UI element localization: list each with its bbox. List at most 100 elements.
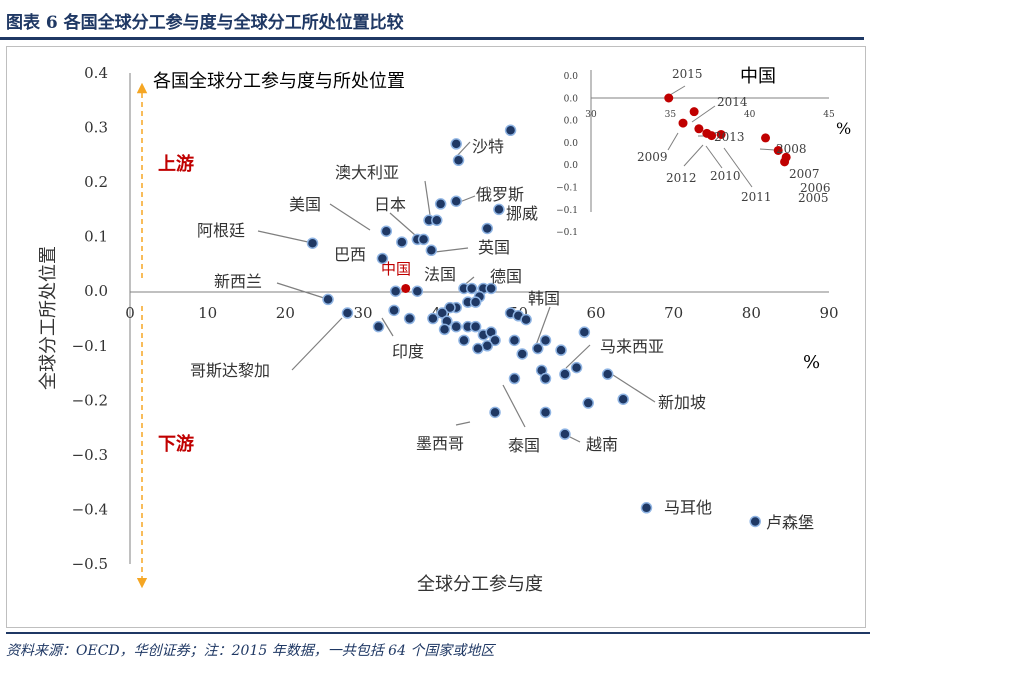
scatter-point bbox=[559, 368, 571, 380]
scatter-point bbox=[411, 285, 424, 297]
x-tick-30: 30 bbox=[353, 304, 372, 322]
label-nuowei: 挪威 bbox=[506, 204, 538, 223]
scatter-point bbox=[450, 320, 462, 333]
scatter-point bbox=[389, 285, 402, 297]
y-tick-3: 0.1 bbox=[84, 228, 108, 246]
year-2015: 2015 bbox=[672, 67, 703, 81]
scatter-point bbox=[617, 393, 629, 405]
scatter-point bbox=[434, 198, 447, 210]
x-tick-80: 80 bbox=[742, 304, 761, 322]
x-tick-60: 60 bbox=[586, 304, 605, 322]
inset-point-2011 bbox=[707, 131, 717, 141]
inset-y-tick-7: −0.1 bbox=[556, 228, 578, 238]
label-malaixiya: 马来西亚 bbox=[600, 337, 664, 356]
label-yuenan: 越南 bbox=[586, 435, 618, 454]
year-2012: 2012 bbox=[666, 171, 697, 185]
inset-x-tick-30: 30 bbox=[585, 110, 597, 120]
scatter-point bbox=[417, 233, 430, 246]
inset-point-2005 bbox=[780, 157, 790, 167]
inset-title: 中国 bbox=[740, 66, 776, 87]
year-2006: 2006 bbox=[800, 181, 831, 195]
y-tick-8: −0.4 bbox=[72, 500, 108, 518]
year-2009: 2009 bbox=[637, 150, 668, 164]
figure-title: 图表 6 各国全球分工参与度与全球分工所处位置比较 bbox=[6, 13, 404, 33]
scatter-point bbox=[396, 236, 408, 248]
scatter-point bbox=[749, 515, 761, 528]
inset-x-tick-labels: 30 35 40 45 bbox=[585, 110, 835, 120]
scatter-point bbox=[559, 428, 571, 440]
year-2007: 2007 bbox=[789, 167, 820, 181]
inset-y-tick-6: −0.1 bbox=[556, 206, 578, 216]
scatter-point bbox=[376, 252, 389, 265]
inset-y-tick-labels: 0.0 0.0 0.0 0.0 0.0 −0.1 −0.1 −0.1 bbox=[556, 72, 578, 238]
scatter-point bbox=[469, 296, 482, 308]
scatter-point bbox=[372, 320, 385, 333]
y-tick-4: 0.0 bbox=[84, 282, 108, 300]
scatter-point bbox=[469, 320, 482, 333]
label-riben: 日本 bbox=[374, 195, 406, 214]
scatter-point bbox=[516, 348, 528, 360]
label-maerta: 马耳他 bbox=[664, 498, 712, 517]
inset-leader-lines bbox=[667, 85, 776, 188]
label-hanguo: 韩国 bbox=[528, 289, 560, 308]
label-deguo: 德国 bbox=[490, 267, 522, 286]
main-percent-label: % bbox=[803, 352, 820, 373]
inset-y-tick-1: 0.0 bbox=[564, 94, 579, 104]
label-agenting: 阿根廷 bbox=[197, 221, 245, 240]
scatter-point bbox=[425, 244, 438, 257]
scatter-point bbox=[388, 304, 400, 317]
inset-chart: 30 35 40 45 0.00.00.00.00.0−0.1−0.1−0.1 中国 … bbox=[556, 66, 851, 238]
y-tick-2: 0.2 bbox=[84, 173, 108, 191]
year-2013: 2013 bbox=[714, 130, 745, 144]
scatter-point bbox=[539, 406, 552, 419]
x-tick-labels: 0102030405060708090 bbox=[125, 304, 838, 322]
inset-y-tick-3: 0.0 bbox=[564, 139, 579, 149]
scatter-point bbox=[570, 361, 583, 374]
scatter-point bbox=[578, 326, 591, 338]
label-taiguo: 泰国 bbox=[508, 436, 540, 455]
inset-y-tick-0: 0.0 bbox=[564, 72, 579, 82]
year-2005: 2005 bbox=[798, 191, 829, 205]
scatter-point bbox=[427, 312, 439, 325]
header-rule bbox=[0, 37, 864, 40]
inset-x-tick-35: 35 bbox=[665, 110, 677, 120]
year-2010: 2010 bbox=[710, 169, 741, 183]
y-tick-0: 0.4 bbox=[84, 64, 108, 82]
label-xinxilan: 新西兰 bbox=[214, 272, 262, 291]
scatter-point bbox=[458, 334, 470, 347]
scatter-points bbox=[306, 124, 761, 528]
inset-percent-label: % bbox=[836, 119, 851, 138]
scatter-point bbox=[532, 342, 544, 355]
scatter-point bbox=[489, 334, 501, 347]
y-tick-5: −0.1 bbox=[72, 337, 108, 355]
scatter-point bbox=[504, 124, 517, 137]
scatter-point bbox=[601, 368, 614, 380]
scatter-point bbox=[508, 334, 521, 347]
label-baxi: 巴西 bbox=[334, 245, 366, 264]
inset-point-2009 bbox=[678, 118, 688, 128]
inset-y-tick-5: −0.1 bbox=[556, 184, 578, 194]
scatter-point bbox=[508, 372, 521, 385]
inset-points bbox=[664, 93, 791, 167]
label-gesidalijia: 哥斯达黎加 bbox=[190, 361, 270, 380]
y-tick-9: −0.5 bbox=[72, 555, 108, 573]
header: 图表 6 各国全球分工参与度与全球分工所处位置比较 bbox=[6, 6, 870, 36]
scatter-point bbox=[481, 222, 494, 235]
leader-lines bbox=[257, 141, 656, 443]
x-axis-title: 全球分工参与度 bbox=[417, 574, 543, 595]
downstream-label: 下游 bbox=[158, 433, 194, 455]
inset-point-2015 bbox=[664, 93, 674, 103]
scatter-point bbox=[431, 214, 443, 227]
label-meiguo: 美国 bbox=[289, 195, 321, 214]
inset-point-2007 bbox=[773, 145, 783, 155]
scatter-point bbox=[520, 313, 532, 326]
label-zhongguo: 中国 bbox=[381, 260, 411, 278]
source-note: 资料来源：OECD，华创证券；注：2015 年数据，一共包括 64 个国家或地区 bbox=[6, 643, 495, 659]
label-moxige: 墨西哥 bbox=[416, 434, 464, 453]
y-tick-1: 0.3 bbox=[84, 119, 108, 137]
label-yindu: 印度 bbox=[392, 342, 424, 361]
chart-title: 各国全球分工参与度与所处位置 bbox=[153, 71, 405, 92]
year-2014: 2014 bbox=[717, 95, 748, 109]
y-axis-title: 全球分工所处位置 bbox=[38, 246, 59, 390]
